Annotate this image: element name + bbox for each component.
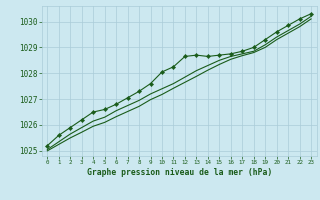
X-axis label: Graphe pression niveau de la mer (hPa): Graphe pression niveau de la mer (hPa) [87,168,272,177]
